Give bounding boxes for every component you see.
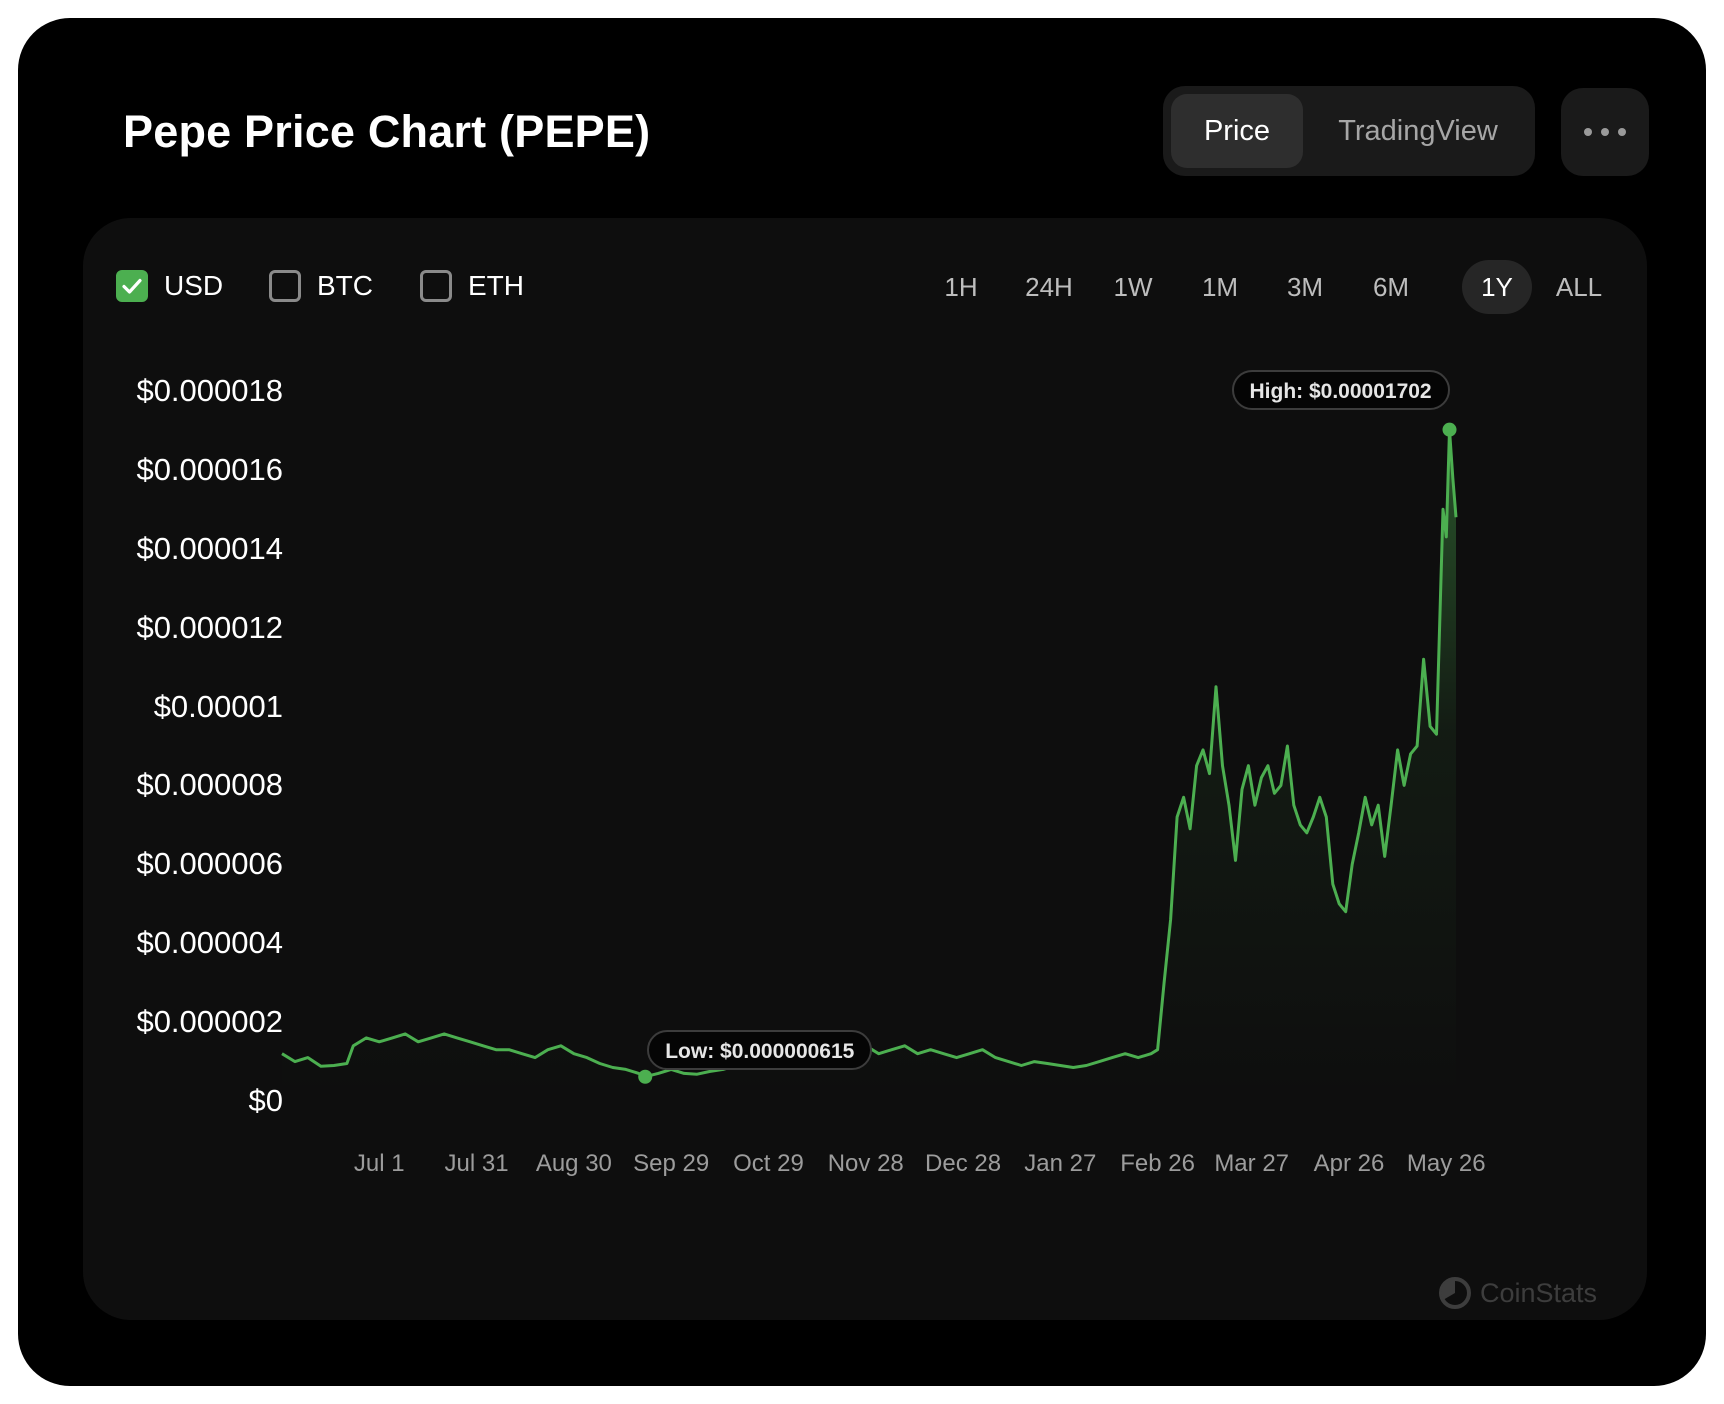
- x-tick-label: Feb 26: [1120, 1150, 1195, 1177]
- x-tick-label: Sep 29: [633, 1150, 710, 1177]
- y-tick-label: $0.00001: [153, 688, 283, 724]
- currency-toggle-eth[interactable]: ETH: [420, 266, 524, 306]
- y-tick-label: $0.000012: [136, 609, 283, 645]
- more-button[interactable]: [1561, 88, 1649, 176]
- high-point: [1442, 422, 1457, 437]
- more-horizontal-icon: [1618, 128, 1626, 136]
- low-price-label: Low: $0.000000615: [647, 1029, 873, 1070]
- y-tick-label: $0.000006: [136, 846, 283, 882]
- more-horizontal-icon: [1601, 128, 1609, 136]
- view-toggle: Price TradingView: [1163, 86, 1535, 176]
- more-horizontal-icon: [1584, 128, 1592, 136]
- low-point: [638, 1069, 653, 1084]
- checkbox-empty-icon[interactable]: [420, 270, 452, 302]
- tradingview-tab[interactable]: TradingView: [1338, 115, 1498, 147]
- range-1h[interactable]: 1H: [944, 272, 978, 302]
- price-tab[interactable]: Price: [1171, 94, 1303, 168]
- high-price-label: High: $0.00001702: [1231, 369, 1450, 410]
- range-24h[interactable]: 24H: [1025, 272, 1073, 302]
- range-6m[interactable]: 6M: [1372, 272, 1410, 302]
- y-tick-label: $0: [248, 1083, 283, 1118]
- range-1y[interactable]: 1Y: [1462, 260, 1532, 314]
- x-tick-label: Jul 31: [444, 1150, 509, 1177]
- range-3m[interactable]: 3M: [1286, 272, 1324, 302]
- x-tick-label: Oct 29: [733, 1150, 804, 1177]
- checkbox-checked-icon[interactable]: [116, 270, 148, 302]
- y-tick-label: $0.000016: [136, 451, 283, 487]
- y-tick-label: $0.000008: [136, 767, 283, 803]
- coinstats-logo-icon: [1439, 1277, 1471, 1309]
- x-tick-label: Nov 28: [827, 1150, 904, 1177]
- price-chart[interactable]: [83, 218, 1647, 1320]
- x-tick-label: May 26: [1406, 1150, 1486, 1177]
- x-tick-label: Jul 1: [353, 1150, 405, 1177]
- currency-label: USD: [164, 270, 224, 301]
- x-tick-label: Jan 27: [1024, 1150, 1097, 1177]
- currency-label: ETH: [468, 270, 524, 301]
- watermark-text: CoinStats: [1480, 1277, 1598, 1308]
- range-all[interactable]: ALL: [1555, 272, 1603, 302]
- price-area-fill: [282, 429, 1456, 1101]
- page-title: Pepe Price Chart (PEPE): [123, 106, 651, 157]
- range-1m[interactable]: 1M: [1201, 272, 1239, 302]
- currency-label: BTC: [317, 270, 373, 301]
- x-tick-label: Dec 28: [925, 1150, 1002, 1177]
- y-tick-label: $0.000002: [136, 1004, 283, 1040]
- y-tick-label: $0.000018: [136, 373, 283, 408]
- currency-toggle-btc[interactable]: BTC: [269, 266, 373, 306]
- range-1w[interactable]: 1W: [1113, 272, 1153, 302]
- y-tick-label: $0.000004: [136, 925, 283, 961]
- y-tick-label: $0.000014: [136, 530, 283, 566]
- coinstats-watermark: CoinStats: [1438, 1276, 1597, 1310]
- price-line: [281, 428, 1458, 1079]
- currency-toggle-usd[interactable]: USD: [116, 266, 223, 306]
- price-chart-card: Pepe Price Chart (PEPE) Price TradingVie…: [18, 18, 1706, 1386]
- x-tick-label: Mar 27: [1214, 1150, 1290, 1177]
- checkbox-empty-icon[interactable]: [269, 270, 301, 302]
- x-tick-label: Aug 30: [535, 1150, 612, 1177]
- chart-panel: USD BTC ETH 1H 24H 1W 1M 3M 6M 1Y ALL: [83, 218, 1647, 1320]
- x-tick-label: Apr 26: [1313, 1150, 1385, 1177]
